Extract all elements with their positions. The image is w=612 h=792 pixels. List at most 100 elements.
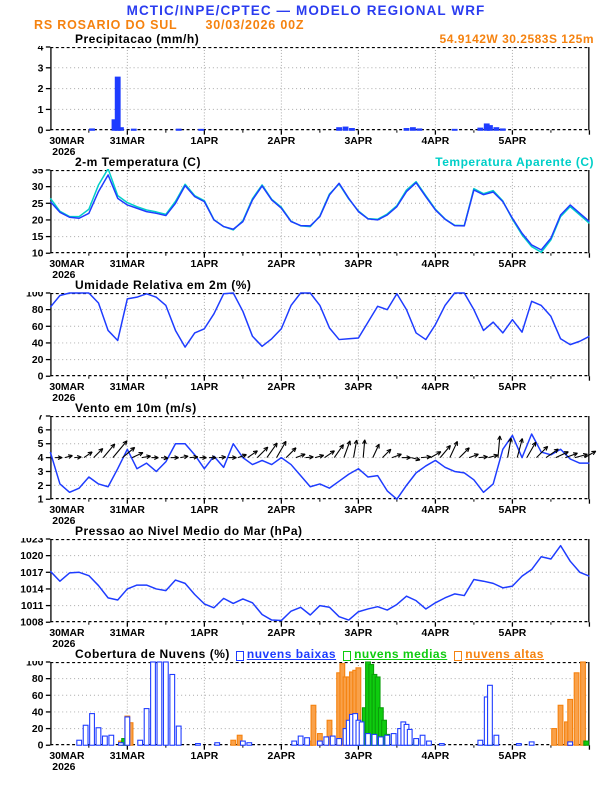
series-precipitacao (89, 76, 506, 131)
precipitacao-chart: 0 1 2 3 4 30MAR 31MAR 1APR 2APR 3APR 4APR 5APR 2026 (38, 46, 591, 156)
run-datetime: 30/03/2026 00Z (205, 18, 305, 32)
umidade-chart: 0 20 40 60 80 100 30MAR 31MAR 1APR 2APR 3APR 4APR 5A… (26, 292, 591, 402)
svg-text:3APR: 3APR (345, 628, 373, 639)
svg-text:20: 20 (32, 215, 44, 226)
nuvens-medias-label: nuvens medias (354, 647, 448, 661)
series-nuvens altas (117, 661, 586, 746)
svg-text:40: 40 (32, 338, 44, 349)
svg-text:60: 60 (32, 691, 44, 702)
svg-text:40: 40 (32, 707, 44, 718)
svg-text:2026: 2026 (52, 762, 75, 771)
svg-text:60: 60 (32, 322, 44, 333)
svg-text:30: 30 (32, 182, 44, 193)
legend-item-nuvens-baixas: nuvens baixas (235, 647, 337, 661)
svg-text:2026: 2026 (52, 393, 75, 402)
svg-text:80: 80 (32, 674, 44, 685)
svg-text:2APR: 2APR (268, 505, 296, 516)
svg-text:4: 4 (38, 453, 44, 464)
svg-text:2APR: 2APR (268, 382, 296, 393)
svg-text:31MAR: 31MAR (110, 136, 146, 147)
svg-text:6: 6 (38, 425, 44, 436)
page-title: MCTIC/INPE/CPTEC — MODELO REGIONAL WRF (126, 3, 486, 18)
nuvens-legend: nuvens baixas nuvens medias nuvens altas (235, 647, 544, 661)
svg-text:4APR: 4APR (422, 382, 450, 393)
svg-text:30MAR: 30MAR (49, 628, 85, 639)
series-velocidade do vento (49, 433, 590, 500)
svg-text:80: 80 (32, 305, 44, 316)
svg-text:2APR: 2APR (268, 259, 296, 270)
panel-vento: Vento em 10m (m/s) 1 2 3 4 5 6 7 30MAR 31MAR 1APR… (0, 402, 612, 525)
svg-text:20: 20 (32, 355, 44, 366)
svg-text:2026: 2026 (52, 147, 75, 156)
svg-text:3: 3 (38, 467, 44, 478)
svg-text:4APR: 4APR (422, 136, 450, 147)
series-nuvens baixas (76, 661, 574, 746)
svg-text:1011: 1011 (21, 601, 44, 612)
panel-pressao-title-row: Pressao ao Nivel Medio do Mar (hPa) (0, 525, 612, 538)
svg-text:1008: 1008 (20, 618, 43, 629)
temperatura-aparente-label: Temperatura Aparente (C) (435, 155, 594, 169)
svg-text:31MAR: 31MAR (110, 382, 146, 393)
svg-text:4APR: 4APR (422, 628, 450, 639)
series-umidade relativa (49, 292, 590, 348)
nuvens-baixas-label: nuvens baixas (246, 647, 337, 661)
panel-temperatura-title: 2-m Temperatura (C) (75, 155, 201, 169)
svg-text:15: 15 (32, 232, 44, 243)
svg-text:1017: 1017 (20, 568, 43, 579)
svg-text:2APR: 2APR (268, 628, 296, 639)
nuvens-baixas-swatch-icon (235, 651, 244, 661)
svg-text:2026: 2026 (52, 516, 75, 525)
nuvens-chart: 0 20 40 60 80 100 30MAR 31MAR 1APR 2APR 3APR 4APR 5A… (26, 661, 591, 771)
svg-text:31MAR: 31MAR (110, 751, 146, 762)
svg-text:20: 20 (32, 724, 44, 735)
temperatura-chart: 10 15 20 25 30 35 30MAR 31MAR 1APR 2APR 3APR 4APR 5A… (32, 169, 591, 279)
svg-text:1APR: 1APR (190, 505, 218, 516)
svg-text:1APR: 1APR (190, 751, 218, 762)
svg-text:1: 1 (38, 495, 44, 506)
nuvens-altas-label: nuvens altas (465, 647, 544, 661)
svg-text:1APR: 1APR (190, 628, 218, 639)
svg-text:0: 0 (38, 372, 44, 383)
panel-precipitacao-title-row: Precipitacao (mm/h) 54.9142W 30.2583S 12… (0, 33, 612, 46)
series-pressao ao nivel do mar (49, 544, 590, 622)
svg-text:100: 100 (26, 292, 44, 299)
svg-text:1: 1 (38, 105, 44, 116)
panel-precipitacao-title: Precipitacao (mm/h) (75, 32, 200, 46)
svg-text:30MAR: 30MAR (49, 136, 85, 147)
nuvens-medias-swatch-icon (343, 651, 352, 661)
legend-item-nuvens-medias: nuvens medias (343, 648, 447, 661)
run-info-row: RS ROSARIO DO SUL 30/03/2026 00Z (0, 18, 612, 33)
svg-text:31MAR: 31MAR (110, 628, 146, 639)
svg-text:25: 25 (32, 199, 44, 210)
panel-nuvens-title-row: Cobertura de Nuvens (%) nuvens baixas nu… (0, 648, 612, 661)
panel-nuvens-title: Cobertura de Nuvens (%) (75, 647, 230, 661)
svg-text:30MAR: 30MAR (49, 382, 85, 393)
svg-text:2026: 2026 (52, 270, 75, 279)
legend-item-nuvens-altas: nuvens altas (454, 648, 544, 661)
panel-vento-title: Vento em 10m (m/s) (75, 401, 197, 415)
svg-text:3APR: 3APR (345, 382, 373, 393)
panel-nuvens: Cobertura de Nuvens (%) nuvens baixas nu… (0, 648, 612, 771)
svg-text:5APR: 5APR (499, 382, 527, 393)
panel-precipitacao: Precipitacao (mm/h) 54.9142W 30.2583S 12… (0, 33, 612, 157)
wind-arrows (55, 435, 597, 462)
station-coordinates: 54.9142W 30.2583S 125m (439, 32, 594, 46)
svg-text:3APR: 3APR (345, 136, 373, 147)
svg-text:5APR: 5APR (499, 259, 527, 270)
svg-text:2APR: 2APR (268, 751, 296, 762)
svg-text:30MAR: 30MAR (49, 505, 85, 516)
svg-text:1014: 1014 (20, 584, 43, 595)
svg-text:5APR: 5APR (499, 505, 527, 516)
panel-pressao: Pressao ao Nivel Medio do Mar (hPa) 1008… (0, 525, 612, 648)
svg-text:7: 7 (38, 415, 44, 422)
svg-text:30MAR: 30MAR (49, 259, 85, 270)
svg-text:35: 35 (32, 169, 44, 176)
svg-text:4APR: 4APR (422, 505, 450, 516)
svg-text:4: 4 (38, 46, 44, 53)
panel-umidade-title: Umidade Relativa em 2m (%) (75, 278, 252, 292)
svg-text:1APR: 1APR (190, 259, 218, 270)
station-name: RS ROSARIO DO SUL (34, 18, 178, 32)
svg-text:2: 2 (38, 481, 44, 492)
svg-text:5APR: 5APR (499, 751, 527, 762)
